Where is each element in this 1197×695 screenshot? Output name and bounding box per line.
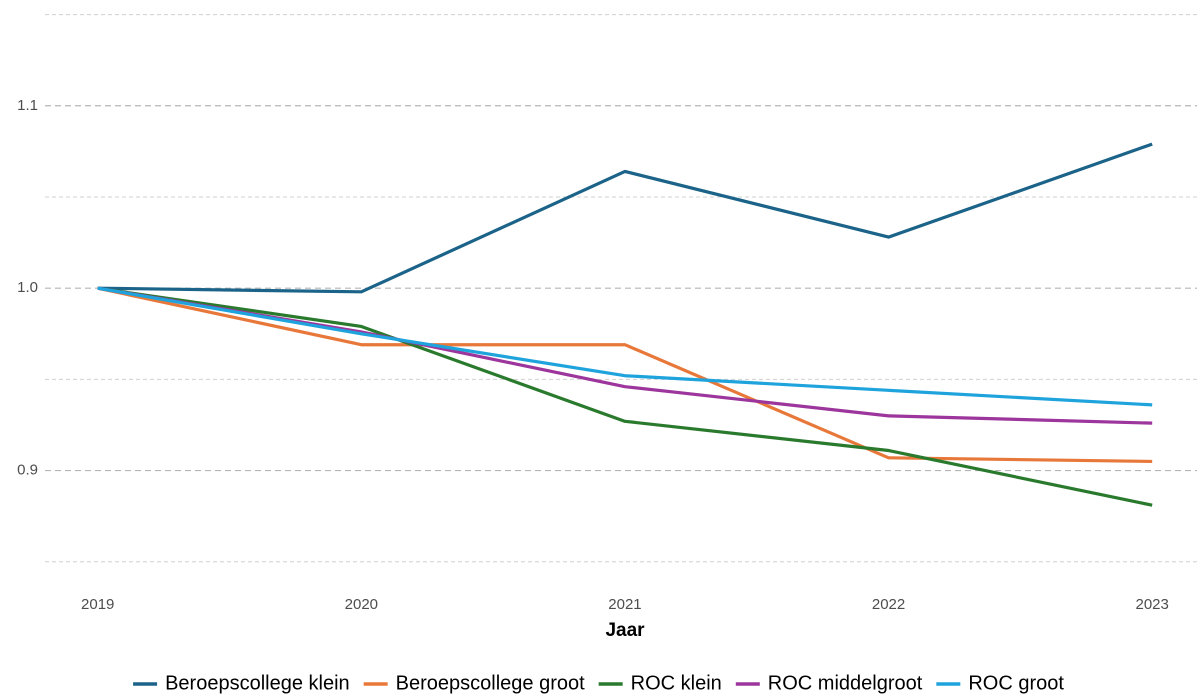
series-line (97, 286, 1153, 425)
legend-label: ROC groot (968, 672, 1064, 694)
legend-label: ROC klein (631, 672, 722, 694)
legend-label: ROC middelgroot (768, 672, 923, 694)
x-tick-label: 2023 (1135, 596, 1168, 613)
x-tick-label: 2020 (345, 596, 378, 613)
legend: Beroepscollege klein Beroepscollege groot… (133, 672, 1064, 694)
series-line (97, 286, 1153, 507)
y-tick-label: 1.0 (17, 279, 38, 296)
x-axis-title: Jaar (605, 620, 645, 641)
x-tick-label: 2022 (872, 596, 905, 613)
y-tick-label: 1.1 (17, 97, 38, 114)
x-tick-label: 2021 (608, 596, 641, 613)
series-line (97, 142, 1153, 294)
series-line (97, 286, 1153, 464)
y-tick-label: 0.9 (17, 462, 38, 479)
legend-label: Beroepscollege klein (165, 672, 350, 694)
series-line (97, 286, 1153, 407)
legend-label: Beroepscollege groot (396, 672, 585, 694)
x-tick-label: 2019 (81, 596, 114, 613)
